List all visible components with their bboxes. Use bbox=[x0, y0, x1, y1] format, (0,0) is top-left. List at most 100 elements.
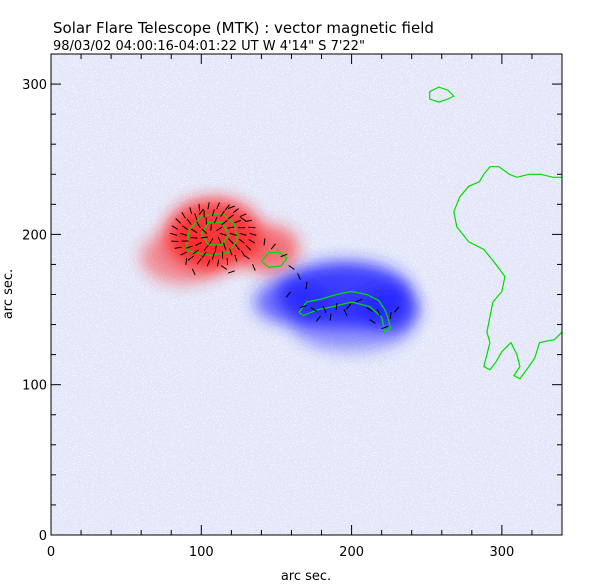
y-axis: 0 100 200 300 bbox=[22, 53, 562, 544]
field-vector bbox=[238, 238, 245, 244]
field-vector bbox=[280, 253, 288, 258]
field-vector bbox=[219, 232, 227, 236]
field-vector bbox=[229, 248, 233, 256]
field-vector bbox=[174, 246, 182, 249]
field-vector bbox=[376, 309, 381, 316]
field-vector bbox=[175, 218, 182, 224]
field-vector bbox=[207, 202, 210, 210]
field-vector bbox=[243, 254, 250, 260]
field-vector bbox=[248, 239, 256, 244]
field-vector bbox=[366, 307, 373, 312]
x-tick-label: 200 bbox=[339, 545, 364, 560]
field-vector bbox=[223, 242, 227, 250]
field-vector bbox=[216, 202, 220, 210]
field-vector bbox=[355, 298, 363, 303]
y-axis-label: arc sec. bbox=[1, 269, 16, 319]
field-vector bbox=[186, 218, 192, 225]
field-vector bbox=[203, 244, 209, 251]
field-vector bbox=[249, 232, 257, 236]
field-vector bbox=[206, 259, 211, 267]
field-vector bbox=[233, 220, 241, 224]
x-axis: 0 100 200 300 bbox=[47, 54, 563, 560]
field-vector bbox=[227, 214, 234, 220]
field-vector bbox=[180, 232, 188, 236]
field-vector bbox=[194, 213, 198, 221]
field-vector bbox=[227, 226, 235, 229]
field-vector bbox=[216, 226, 223, 232]
field-contours bbox=[185, 86, 562, 380]
field-vector bbox=[217, 236, 222, 244]
field-vector bbox=[389, 312, 392, 320]
contour-line bbox=[429, 86, 455, 103]
field-vector bbox=[189, 207, 193, 215]
field-vector bbox=[187, 255, 194, 261]
field-vector bbox=[234, 244, 240, 251]
polarity-regions bbox=[141, 198, 420, 352]
field-vector bbox=[240, 216, 247, 222]
field-vector bbox=[239, 232, 247, 236]
field-vector bbox=[394, 306, 400, 313]
transverse-field-vectors bbox=[170, 202, 400, 330]
field-vector bbox=[192, 249, 199, 255]
contour-line bbox=[185, 212, 239, 257]
field-vector bbox=[195, 242, 202, 246]
field-vector bbox=[227, 205, 235, 209]
field-vector bbox=[288, 265, 295, 270]
x-tick-label: 300 bbox=[489, 545, 514, 560]
field-vector bbox=[181, 225, 189, 231]
field-vector bbox=[185, 245, 193, 249]
field-vector bbox=[198, 208, 204, 215]
field-vector bbox=[191, 268, 196, 276]
field-vector bbox=[196, 221, 201, 229]
field-vector bbox=[234, 254, 238, 262]
field-vector bbox=[315, 315, 322, 322]
field-vector bbox=[322, 306, 327, 313]
x-tick-label: 100 bbox=[189, 545, 214, 560]
field-vector bbox=[227, 270, 235, 274]
field-vector bbox=[245, 244, 252, 251]
x-axis-label: arc sec. bbox=[281, 569, 331, 584]
field-vector bbox=[229, 232, 237, 236]
field-vector bbox=[214, 245, 217, 253]
y-tick-label: 200 bbox=[22, 228, 47, 243]
field-vector bbox=[381, 325, 389, 330]
field-vector bbox=[270, 243, 276, 250]
field-vector bbox=[232, 208, 239, 214]
field-vector bbox=[285, 291, 292, 298]
field-vector bbox=[198, 203, 200, 211]
field-vector bbox=[220, 210, 225, 217]
negative-polarity-region bbox=[291, 297, 412, 352]
field-vector bbox=[181, 211, 186, 219]
x-tick-label: 0 bbox=[47, 545, 55, 560]
field-vector bbox=[228, 238, 234, 244]
field-vector bbox=[369, 319, 376, 324]
field-vector bbox=[217, 259, 220, 267]
field-vector bbox=[335, 303, 338, 311]
chart-title: Solar Flare Telescope (MTK) : vector mag… bbox=[53, 19, 434, 37]
field-vector bbox=[220, 265, 227, 270]
field-vector bbox=[208, 238, 214, 245]
y-tick-label: 0 bbox=[39, 529, 47, 544]
chart-subtitle: 98/03/02 04:00:16-04:01:22 UT W 4'14" S … bbox=[53, 39, 365, 54]
contour-line bbox=[260, 251, 288, 269]
contour-line bbox=[200, 221, 229, 246]
field-vector bbox=[210, 223, 212, 231]
field-vector bbox=[185, 257, 188, 265]
contour-line bbox=[298, 290, 392, 334]
field-vector bbox=[170, 232, 178, 236]
field-vector bbox=[224, 204, 230, 211]
field-vector bbox=[252, 263, 256, 271]
positive-polarity-region bbox=[141, 229, 226, 284]
field-vector bbox=[329, 313, 332, 321]
field-vector bbox=[196, 258, 202, 265]
field-vector bbox=[201, 251, 207, 259]
field-vector bbox=[346, 303, 352, 310]
field-vector bbox=[180, 251, 188, 256]
field-vector bbox=[297, 273, 301, 280]
contour-line bbox=[453, 166, 562, 380]
y-tick-label: 300 bbox=[22, 78, 47, 93]
field-vector bbox=[305, 281, 308, 290]
field-vector bbox=[343, 309, 348, 316]
field-vector bbox=[263, 238, 266, 246]
